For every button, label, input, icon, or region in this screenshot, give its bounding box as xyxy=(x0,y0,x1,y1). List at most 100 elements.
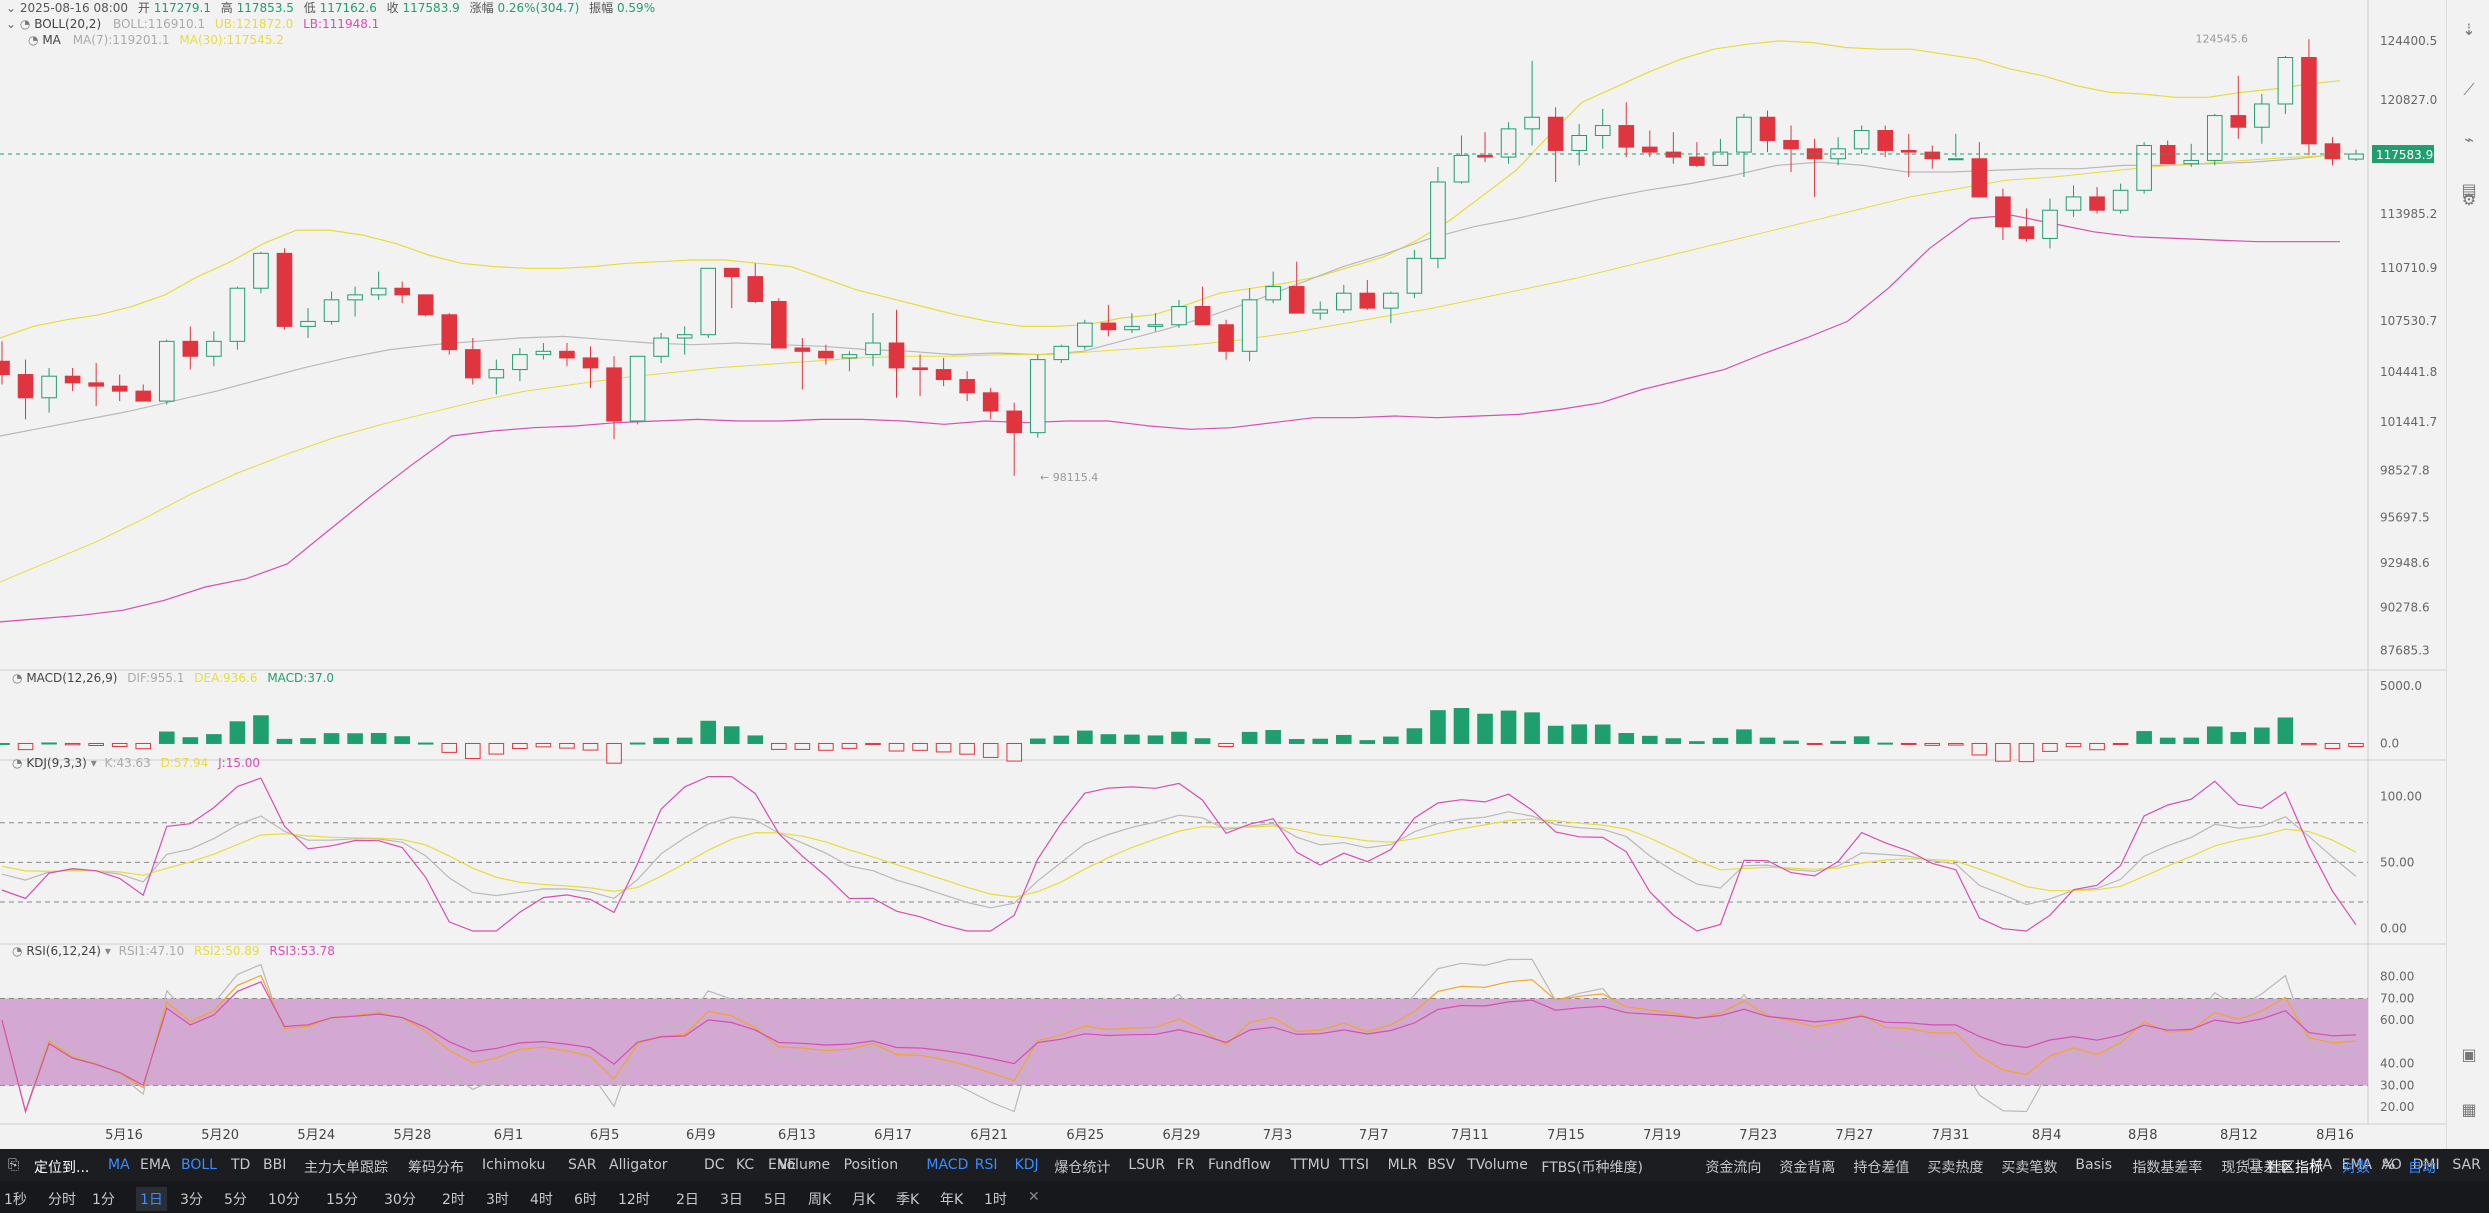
candle-body[interactable] xyxy=(1406,257,1423,294)
candle-body[interactable] xyxy=(2206,115,2223,161)
candle-body[interactable] xyxy=(512,354,528,371)
candle-body[interactable] xyxy=(818,350,834,359)
checkbox-icon[interactable]: ☐ xyxy=(2247,1157,2260,1173)
main-indicator-item[interactable]: 主力大单跟踪 xyxy=(304,1160,388,1176)
candle-body[interactable] xyxy=(1547,116,1564,151)
interval-item[interactable]: 3分 xyxy=(180,1192,203,1208)
candle-body[interactable] xyxy=(88,382,104,387)
main-indicator-item[interactable]: DC xyxy=(704,1157,725,1173)
interval-item[interactable]: 30分 xyxy=(384,1192,416,1208)
interval-item[interactable]: 1秒 xyxy=(4,1192,27,1208)
candle-body[interactable] xyxy=(1618,125,1635,148)
candle-body[interactable] xyxy=(276,252,293,327)
candle-body[interactable] xyxy=(2065,196,2082,211)
interval-item[interactable]: 1时 xyxy=(984,1192,1007,1208)
chevron-right-icon[interactable]: › xyxy=(2227,1157,2233,1173)
sub-indicator-item[interactable]: TVolume xyxy=(1467,1157,1528,1173)
candle-body[interactable] xyxy=(723,267,740,278)
interval-item[interactable]: 3日 xyxy=(720,1192,743,1208)
interval-item[interactable]: 分时 xyxy=(48,1192,76,1208)
candle-body[interactable] xyxy=(841,354,858,359)
candle-body[interactable] xyxy=(535,350,552,356)
candle-body[interactable] xyxy=(1477,154,1493,158)
candle-body[interactable] xyxy=(559,350,575,359)
bell-icon[interactable]: ◔ xyxy=(12,944,23,958)
interval-item[interactable]: 季K xyxy=(896,1192,920,1208)
candle-body[interactable] xyxy=(982,392,999,412)
trend-chart-icon[interactable]: ⌁ xyxy=(2464,130,2474,149)
download-icon[interactable]: ⇣ xyxy=(2462,20,2476,39)
main-indicator-item[interactable]: BBI xyxy=(263,1157,287,1173)
candle-body[interactable] xyxy=(441,314,458,351)
candle-body[interactable] xyxy=(1218,324,1234,352)
candle-body[interactable] xyxy=(2112,189,2129,211)
candle-body[interactable] xyxy=(1995,196,2011,228)
interval-item[interactable]: 5日 xyxy=(764,1192,787,1208)
candle-body[interactable] xyxy=(41,375,57,399)
candle-body[interactable] xyxy=(2136,144,2152,191)
candle-body[interactable] xyxy=(1524,116,1540,130)
sub-indicator-item[interactable]: AO xyxy=(2381,1157,2402,1173)
candle-body[interactable] xyxy=(1924,151,1941,160)
candle-body[interactable] xyxy=(1359,292,1376,309)
sub-indicator-item[interactable]: Basis xyxy=(2075,1157,2113,1173)
auto-scale-toggle[interactable]: 自动 xyxy=(2408,1160,2436,1176)
main-indicator-item[interactable]: TD xyxy=(231,1157,251,1173)
sub-indicator-item[interactable]: 买卖笔数 xyxy=(2001,1160,2058,1176)
candle-body[interactable] xyxy=(158,340,175,402)
bell-icon[interactable]: ◔ xyxy=(28,33,39,47)
sub-indicator-item[interactable]: DMI xyxy=(2412,1157,2440,1173)
candle-body[interactable] xyxy=(1806,148,1823,160)
candle-body[interactable] xyxy=(1594,125,1611,137)
sub-indicator-item[interactable]: 资金流向 xyxy=(1705,1160,1762,1176)
interval-item[interactable]: 1分 xyxy=(92,1192,115,1208)
main-indicator-item[interactable]: KC xyxy=(736,1157,755,1173)
sub-indicator-item[interactable]: EMA xyxy=(2341,1157,2373,1173)
candle-body[interactable] xyxy=(606,367,622,422)
candle-body[interactable] xyxy=(935,369,952,381)
candle-body[interactable] xyxy=(1500,128,1517,158)
candle-body[interactable] xyxy=(1689,156,1705,166)
chevron-down-icon[interactable]: ▾ xyxy=(90,756,97,770)
candle-body[interactable] xyxy=(771,301,787,349)
sub-indicator-item[interactable]: LSUR xyxy=(1128,1157,1166,1173)
candle-body[interactable] xyxy=(1665,151,1682,158)
candle-body[interactable] xyxy=(229,287,246,342)
candle-body[interactable] xyxy=(488,369,505,379)
candle-body[interactable] xyxy=(347,294,363,301)
candle-body[interactable] xyxy=(653,337,669,357)
candle-body[interactable] xyxy=(676,334,693,339)
candle-body[interactable] xyxy=(1077,322,1093,347)
kdj-pane[interactable]: 100.00 50.00 0.00 xyxy=(0,776,2422,936)
candle-body[interactable] xyxy=(2301,56,2317,145)
candle-body[interactable] xyxy=(1241,299,1258,352)
sub-indicator-item[interactable]: MACD xyxy=(926,1157,969,1173)
candle-body[interactable] xyxy=(1053,345,1070,361)
candle-body[interactable] xyxy=(959,379,975,394)
candle-body[interactable] xyxy=(700,267,716,336)
candle-body[interactable] xyxy=(2277,56,2294,105)
candle-body[interactable] xyxy=(1642,146,1658,153)
sub-indicator-item[interactable]: MA xyxy=(2310,1157,2333,1173)
trading-chart[interactable]: 124545.6 ← 98115.4 124400.5 120827.0 117583… xyxy=(0,0,2446,1149)
chevron-down-icon[interactable]: ⌄ xyxy=(6,1,17,15)
interval-item[interactable]: 3时 xyxy=(486,1192,509,1208)
main-indicator-item[interactable]: 筹码分布 xyxy=(408,1160,464,1176)
candle-body[interactable] xyxy=(1783,139,1799,150)
candle-body[interactable] xyxy=(1335,292,1352,311)
candle-body[interactable] xyxy=(747,276,764,303)
candle-body[interactable] xyxy=(206,340,222,357)
candle-body[interactable] xyxy=(912,367,928,371)
candle-body[interactable] xyxy=(1900,149,1917,153)
candle-body[interactable] xyxy=(1194,305,1211,326)
candle-body[interactable] xyxy=(1006,410,1023,434)
candle-body[interactable] xyxy=(64,375,81,384)
candle-body[interactable] xyxy=(1029,359,1046,434)
candle-body[interactable] xyxy=(417,294,434,316)
rsi-pane[interactable]: 80.00 70.00 60.00 40.00 30.00 20.00 xyxy=(0,958,2414,1114)
locate-button[interactable]: 定位到... xyxy=(34,1160,90,1176)
interval-item[interactable]: 12时 xyxy=(618,1192,650,1208)
candle-body[interactable] xyxy=(1712,151,1729,166)
candle-body[interactable] xyxy=(1430,181,1446,259)
sub-indicator-item[interactable]: 现货基差率 xyxy=(2221,1160,2292,1176)
